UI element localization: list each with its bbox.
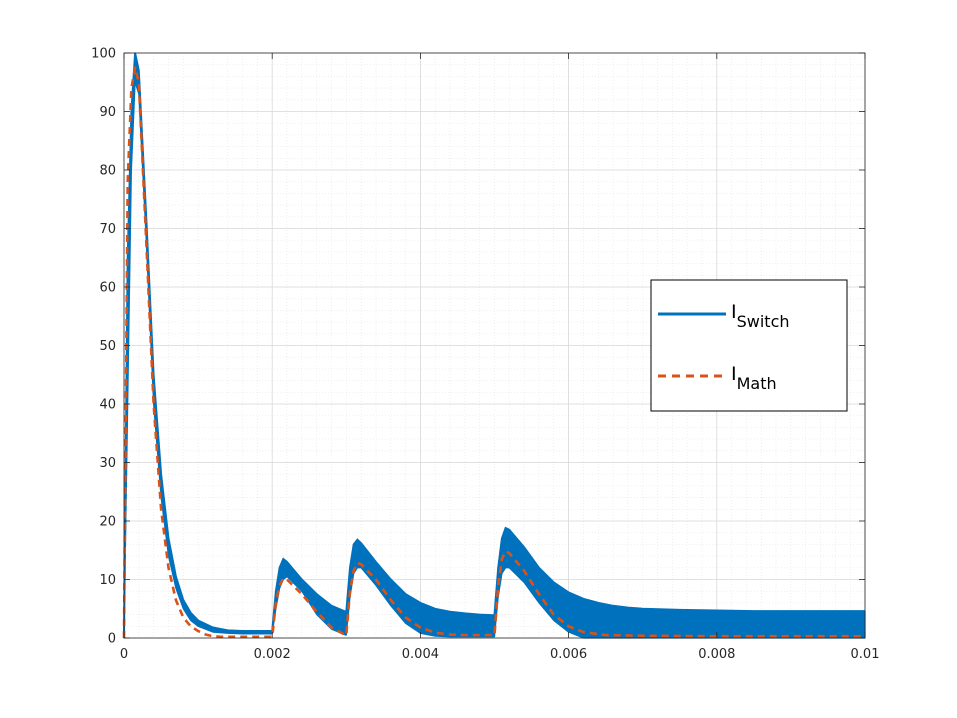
y-tick-label: 60 [99,281,116,296]
x-tick-label: 0.006 [550,647,587,662]
legend: ISwitch IMath [650,279,848,412]
x-tick-label: 0.002 [254,647,291,662]
y-axis: 0 10 20 30 40 50 60 70 80 90 100 [91,47,865,647]
legend-label-math: IMath [731,363,777,393]
y-tick-label: 70 [99,222,116,237]
series-switch-envelope [123,52,865,639]
legend-label-switch: ISwitch [731,301,790,331]
x-tick-label: 0.01 [851,647,880,662]
y-tick-label: 90 [99,105,116,120]
series-math-line [122,66,865,639]
x-tick-label: 0.008 [698,647,735,662]
y-tick-label: 0 [108,632,116,647]
y-tick-label: 30 [99,456,116,471]
y-tick-label: 40 [99,398,116,413]
legend-box [650,279,848,412]
y-tick-label: 10 [99,573,116,588]
y-tick-label: 20 [99,515,116,530]
y-tick-label: 80 [99,164,116,179]
y-tick-label: 50 [99,339,116,354]
x-tick-label: 0.004 [402,647,439,662]
y-tick-label: 100 [91,47,116,62]
x-axis: 0 0.002 0.004 0.006 0.008 0.01 [120,53,880,662]
x-tick-label: 0 [120,647,128,662]
